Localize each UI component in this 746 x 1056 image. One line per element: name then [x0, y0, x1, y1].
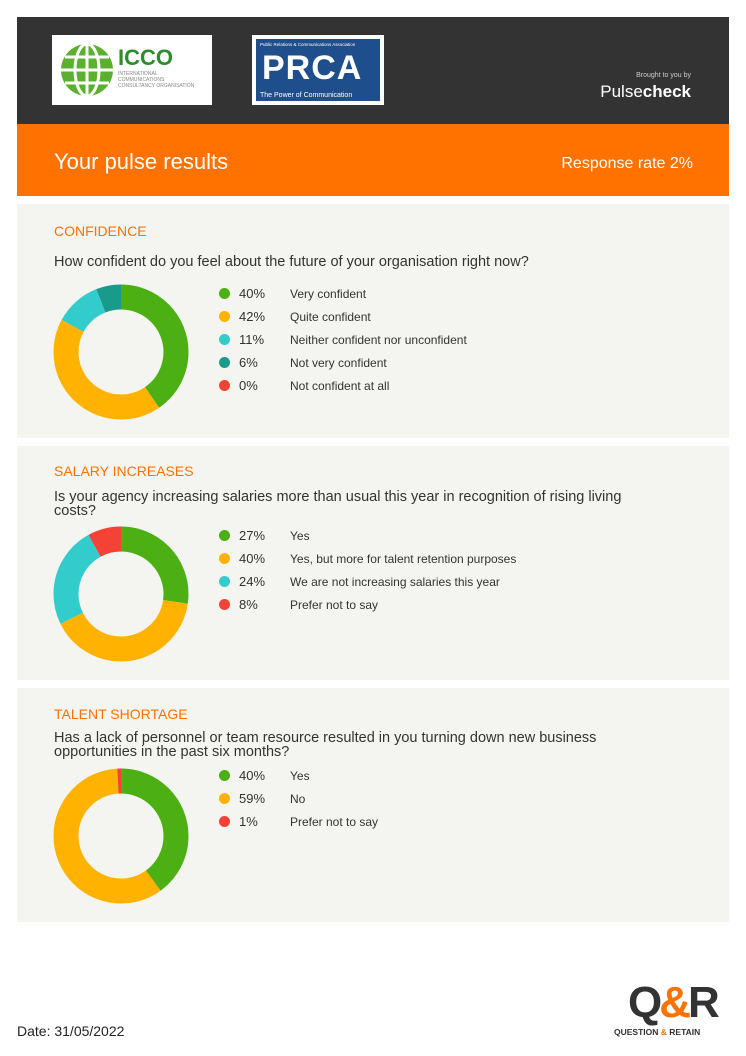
legend-pct: 40% — [239, 768, 266, 783]
section-question: Is your agency increasing salaries more … — [54, 489, 622, 519]
talent-donut-chart — [53, 768, 189, 904]
donut-slice-2 — [53, 526, 189, 662]
section-title: SALARY INCREASES — [54, 463, 194, 479]
donut-slice-3 — [53, 284, 189, 420]
legend-dot — [219, 380, 230, 391]
legend-pct: 40% — [239, 551, 266, 566]
legend-pct: 0% — [239, 378, 258, 393]
legend-dot — [219, 311, 230, 322]
legend-pct: 42% — [239, 309, 266, 324]
salary-donut-chart — [53, 526, 189, 662]
prca-wordmark: PRCA — [262, 49, 363, 87]
section-salary-increases: SALARY INCREASES Is your agency increasi… — [17, 446, 729, 680]
legend-dot — [219, 793, 230, 804]
legend-dot — [219, 288, 230, 299]
section-talent-shortage: TALENT SHORTAGE Has a lack of personnel … — [17, 688, 729, 922]
donut-slice-2 — [53, 768, 189, 904]
legend-pct: 8% — [239, 597, 258, 612]
legend-dot — [219, 530, 230, 541]
section-title: CONFIDENCE — [54, 223, 147, 239]
donut-slice-1 — [53, 768, 189, 904]
qr-subtitle: QUESTION & RETAIN — [614, 1027, 700, 1037]
legend-label: No — [290, 792, 306, 806]
prca-logo: Public Relations & Communications Associ… — [252, 35, 384, 105]
icco-wordmark: ICCO — [118, 45, 173, 70]
legend-pct: 40% — [239, 286, 266, 301]
legend-dot — [219, 770, 230, 781]
brought-by-text: Brought to you by — [636, 72, 691, 79]
legend-label: Not very confident — [290, 356, 387, 370]
brand-pre: Pulse — [600, 82, 643, 101]
legend-label: Yes — [290, 769, 310, 783]
section-question: How confident do you feel about the futu… — [54, 254, 529, 270]
confidence-donut-chart — [53, 284, 189, 420]
legend-label: Yes, but more for talent retention purpo… — [290, 552, 517, 566]
legend-dot — [219, 334, 230, 345]
legend-dot — [219, 553, 230, 564]
prca-tagline: The Power of Communication — [260, 92, 353, 99]
legend-pct: 11% — [239, 332, 265, 347]
legend-label: We are not increasing salaries this year — [290, 575, 500, 589]
legend-dot — [219, 599, 230, 610]
qr-sub-b: RETAIN — [669, 1027, 701, 1037]
legend-dot — [219, 816, 230, 827]
section-question: Has a lack of personnel or team resource… — [54, 730, 597, 760]
response-rate: Response rate 2% — [561, 155, 693, 172]
qr-wordmark: Q&R — [628, 978, 720, 1028]
legend-pct: 59% — [239, 791, 266, 806]
legend-label: Very confident — [290, 287, 367, 301]
brand-post: check — [642, 82, 691, 101]
qr-r: R — [688, 978, 720, 1027]
legend-label: Neither confident nor unconfident — [290, 333, 467, 347]
header-bar: ICCO INTERNATIONAL COMMUNICATIONS CONSUL… — [17, 17, 729, 124]
donut-slice-3 — [53, 526, 189, 662]
qr-q: Q — [628, 978, 662, 1027]
legend-pct: 6% — [239, 355, 258, 370]
qr-amp: & — [659, 978, 691, 1027]
page-title: Your pulse results — [54, 149, 229, 174]
legend-pct: 1% — [239, 814, 258, 829]
results-banner: Your pulse results Response rate 2% — [17, 124, 729, 196]
legend-label: Not confident at all — [290, 379, 390, 393]
section-confidence: CONFIDENCE How confident do you feel abo… — [17, 204, 729, 438]
report-date: Date: 31/05/2022 — [17, 1023, 125, 1039]
legend-label: Prefer not to say — [290, 815, 379, 829]
globe-icon — [61, 42, 113, 98]
icco-logo: ICCO INTERNATIONAL COMMUNICATIONS CONSUL… — [52, 35, 212, 105]
donut-slice-1 — [53, 526, 189, 662]
legend-pct: 27% — [239, 528, 266, 543]
legend-label: Quite confident — [290, 310, 371, 324]
pulsecheck-logo: Pulsecheck — [600, 82, 691, 102]
section-title: TALENT SHORTAGE — [54, 706, 188, 722]
legend-pct: 24% — [239, 574, 266, 589]
qr-sub-a: QUESTION — [614, 1027, 659, 1037]
icco-subtitle: INTERNATIONAL COMMUNICATIONS CONSULTANCY… — [118, 71, 195, 89]
legend-label: Yes — [290, 529, 310, 543]
legend-dot — [219, 576, 230, 587]
donut-slice-1 — [53, 284, 189, 420]
legend-label: Prefer not to say — [290, 598, 379, 612]
question-retain-logo: Q&R QUESTION & RETAIN — [612, 978, 730, 1042]
legend-dot — [219, 357, 230, 368]
qr-sub-amp: & — [660, 1027, 667, 1037]
prca-full-name: Public Relations & Communications Associ… — [260, 42, 356, 47]
